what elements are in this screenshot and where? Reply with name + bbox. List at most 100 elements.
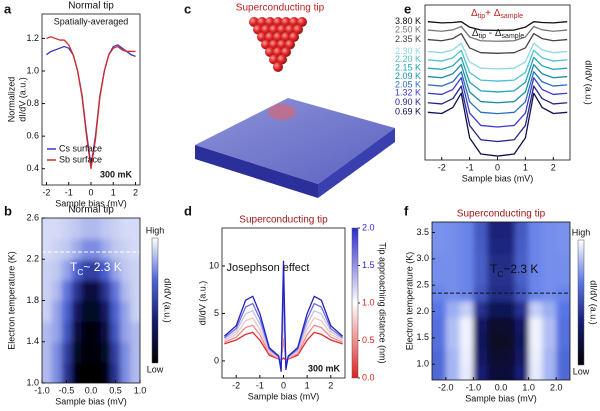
x-tick-label: 1.0 bbox=[134, 385, 147, 395]
y-tick-label: 3.0 bbox=[416, 253, 429, 263]
tip-atom bbox=[261, 24, 271, 35]
annotation: 300 mK bbox=[308, 363, 341, 373]
heatmap-cell bbox=[61, 321, 72, 343]
heatmap-cell bbox=[556, 316, 570, 334]
colorbar bbox=[577, 239, 585, 366]
tip-atom bbox=[261, 39, 271, 50]
x-tick-label: 1 bbox=[305, 380, 310, 390]
heatmap-cell bbox=[100, 238, 112, 260]
heatmap-cell bbox=[130, 218, 140, 240]
heatmap-cell bbox=[487, 253, 502, 270]
x-tick-label: -0.5 bbox=[59, 385, 75, 395]
panel: e3.80 K2.50 K2.35 K2.30 K2.20 K2.15 K2.0… bbox=[395, 1, 594, 183]
heatmap-cell bbox=[445, 301, 461, 318]
heatmap-cell bbox=[501, 285, 516, 302]
colorbar-label: dI/dV (a.u.) bbox=[589, 280, 599, 325]
x-axis-label: Sample bias (mV) bbox=[465, 393, 537, 403]
x-axis-label: Sample bias (mV) bbox=[462, 173, 534, 183]
panel-letter: b bbox=[4, 203, 12, 218]
tip-atom bbox=[297, 17, 307, 27]
heatmap-cell bbox=[71, 218, 82, 240]
heatmap-cell bbox=[432, 332, 447, 349]
series-label: 2.09 K bbox=[395, 71, 421, 81]
heatmap-cell bbox=[51, 218, 63, 240]
heatmap-cell bbox=[432, 301, 447, 318]
series-label: 2.50 K bbox=[395, 24, 421, 34]
tip-atom bbox=[273, 17, 283, 27]
heatmap-cell bbox=[100, 259, 112, 281]
panel-title: Superconducting tip bbox=[239, 215, 328, 226]
tc-label: TC~2.3 K bbox=[490, 262, 538, 279]
text-part: ~2.3 K bbox=[503, 262, 538, 276]
heatmap-cell bbox=[556, 237, 570, 255]
panel-letter: a bbox=[4, 1, 12, 16]
heatmap-cell bbox=[473, 237, 488, 255]
heatmap-cell bbox=[528, 253, 543, 270]
heatmap-cell bbox=[487, 332, 502, 349]
series-line bbox=[427, 77, 568, 128]
heatmap-cell bbox=[459, 316, 474, 334]
heatmap-cell bbox=[120, 341, 131, 363]
tip-atom bbox=[293, 24, 303, 35]
heatmap-cell bbox=[542, 364, 557, 380]
x-axis-label: Sample bias (mV) bbox=[55, 198, 127, 208]
heatmap-cell bbox=[61, 341, 72, 363]
tip-atom bbox=[269, 39, 279, 50]
subscript: sample bbox=[502, 33, 525, 40]
heatmap-cell bbox=[473, 222, 488, 239]
heatmap-cell bbox=[487, 237, 502, 255]
heatmap-cell bbox=[71, 279, 82, 302]
series-line bbox=[427, 63, 568, 104]
y-tick-label: 0 bbox=[214, 355, 219, 365]
heatmap-cell bbox=[501, 222, 516, 239]
text-part: Sb bbox=[265, 183, 276, 193]
y-tick-label: 1.0 bbox=[416, 359, 429, 369]
panel-letter: c bbox=[184, 1, 191, 16]
tip-atom bbox=[269, 24, 279, 35]
x-tick-label: -1 bbox=[256, 380, 264, 390]
tip-atom bbox=[281, 47, 291, 57]
heatmap-cell bbox=[528, 332, 543, 349]
heatmap-cell bbox=[487, 222, 502, 239]
heatmap-cell bbox=[514, 316, 530, 334]
heatmap-cell bbox=[556, 253, 570, 270]
x-tick-label: -1.0 bbox=[466, 382, 482, 392]
heatmap-cell bbox=[473, 316, 488, 334]
text-part: ~ 2.3 K bbox=[83, 260, 121, 274]
heatmap-cell bbox=[110, 341, 121, 363]
series-line bbox=[224, 324, 343, 363]
x-tick-label: 0.5 bbox=[109, 385, 122, 395]
heatmap-cell bbox=[51, 300, 63, 322]
heatmap-cell bbox=[81, 218, 92, 240]
heatmap-cell bbox=[71, 341, 82, 363]
text-part: + Δ bbox=[485, 8, 501, 19]
series-label: 2.35 K bbox=[395, 34, 421, 44]
panel: f Superconducting tip High Low dI/dV (a.u.) T… bbox=[404, 203, 599, 403]
y-axis-label: dI/dV (a.u.) bbox=[197, 281, 207, 326]
colorbar bbox=[151, 237, 159, 364]
heatmap-cell bbox=[42, 300, 53, 322]
heatmap-cell bbox=[528, 301, 543, 318]
heatmap-cell bbox=[459, 364, 474, 380]
heatmap-cell bbox=[42, 321, 53, 343]
heatmap-cell bbox=[528, 364, 543, 380]
heatmap-cell bbox=[61, 238, 72, 260]
heatmap-cell bbox=[445, 348, 461, 365]
series-line bbox=[427, 25, 568, 42]
heatmap-cell bbox=[110, 279, 121, 302]
heatmap-cell bbox=[61, 279, 72, 302]
sample-slab-top bbox=[195, 98, 395, 184]
heatmap-cell bbox=[556, 222, 570, 239]
heatmap-cell bbox=[110, 300, 121, 322]
x-tick-label: -2 bbox=[232, 380, 240, 390]
delta-annotation: Δtip - Δsample bbox=[472, 28, 524, 41]
heatmap-cell bbox=[120, 259, 131, 281]
subscript: C bbox=[77, 267, 83, 277]
tip-atom bbox=[257, 17, 267, 27]
heatmap-cell bbox=[542, 316, 557, 334]
text-part: T bbox=[70, 260, 78, 274]
heatmap-cell bbox=[81, 321, 92, 343]
series-line bbox=[427, 49, 568, 82]
tip-atom bbox=[273, 47, 283, 57]
